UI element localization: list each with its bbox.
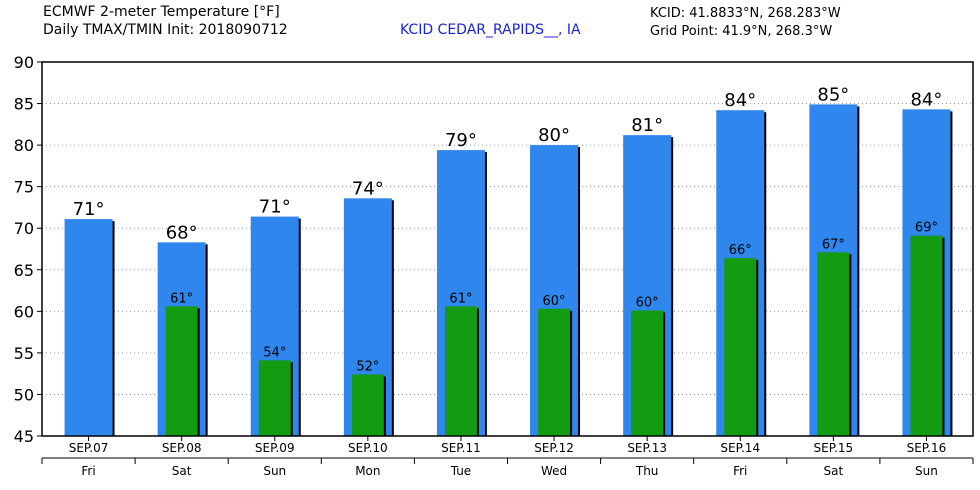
tmax-label: 80°: [538, 125, 570, 146]
tmin-label: 67°: [822, 237, 845, 252]
tmax-label: 79°: [445, 130, 477, 151]
y-tick-label: 70: [14, 219, 34, 238]
tmin-bar: [444, 306, 477, 436]
y-tick-label: 65: [14, 261, 34, 280]
tmax-label: 68°: [166, 222, 198, 243]
tmin-label: 60°: [543, 294, 566, 309]
x-day-label: Sun: [263, 464, 286, 478]
tmin-bar: [817, 252, 850, 436]
tmin-bar: [538, 308, 571, 436]
tmin-bar: [910, 235, 943, 436]
tmin-label: 54°: [263, 345, 286, 360]
y-tick-label: 90: [14, 53, 34, 72]
tmin-label: 61°: [449, 291, 472, 306]
y-tick-label: 55: [14, 344, 34, 363]
tmin-bar: [351, 374, 384, 436]
y-tick-label: 75: [14, 178, 34, 197]
x-day-label: Sat: [172, 464, 192, 478]
x-date-label: SEP.13: [627, 441, 667, 455]
x-date-label: SEP.07: [69, 441, 109, 455]
tmax-label: 85°: [817, 84, 849, 105]
tmin-bar: [724, 258, 757, 436]
x-day-label: Thu: [635, 464, 659, 478]
x-day-label: Sat: [824, 464, 844, 478]
y-tick-label: 80: [14, 136, 34, 155]
grid-point-coordinates: Grid Point: 41.9°N, 268.3°W: [650, 24, 833, 39]
x-day-label: Mon: [355, 464, 380, 478]
x-date-label: SEP.09: [255, 441, 295, 455]
x-date-label: SEP.12: [534, 441, 574, 455]
tmax-label: 71°: [259, 197, 291, 218]
x-date-label: SEP.14: [720, 441, 760, 455]
x-day-label: Sun: [915, 464, 938, 478]
tmin-bar: [631, 310, 664, 436]
tmin-label: 60°: [636, 296, 659, 311]
x-day-label: Fri: [81, 464, 95, 478]
chart-title: ECMWF 2-meter Temperature [°F]: [43, 4, 280, 20]
tmin-label: 69°: [915, 221, 938, 236]
axes: 45 50 55 60 65 70 75 80 85 90 SEP.07 Fri SEP.08 Sat SE…: [14, 53, 974, 478]
y-tick-label: 45: [14, 427, 34, 446]
tmin-bar: [258, 360, 291, 436]
plot-frame: [41, 61, 974, 437]
tmax-label: 84°: [910, 89, 942, 110]
data-labels: 71° 68° 61° 71° 54° 74° 52° 79° 61° 80° 60° 81° 60° 8…: [73, 84, 943, 374]
station-label: KCID CEDAR_RAPIDS__, IA: [400, 22, 581, 38]
y-tick-label: 50: [14, 385, 34, 404]
chart-subtitle: Daily TMAX/TMIN Init: 2018090712: [43, 22, 288, 38]
tmax-label: 84°: [724, 90, 756, 111]
station-coordinates: KCID: 41.8833°N, 268.283°W: [650, 6, 841, 21]
tmin-label: 61°: [170, 291, 193, 306]
x-date-label: SEP.16: [907, 441, 947, 455]
bars: [64, 104, 953, 437]
tmax-bar: [64, 219, 113, 436]
tmin-label: 66°: [729, 243, 752, 258]
x-day-label: Fri: [733, 464, 747, 478]
y-tick-label: 60: [14, 302, 34, 321]
y-tick-label: 85: [14, 95, 34, 114]
x-day-label: Tue: [450, 464, 472, 478]
tmin-bar: [165, 306, 198, 436]
tmax-label: 74°: [352, 178, 384, 199]
tmax-label: 81°: [631, 115, 663, 136]
x-date-label: SEP.15: [814, 441, 854, 455]
x-day-label: Wed: [541, 464, 567, 478]
tmin-label: 52°: [356, 359, 379, 374]
x-date-label: SEP.10: [348, 441, 388, 455]
x-date-label: SEP.11: [441, 441, 481, 455]
tmax-label: 71°: [73, 199, 105, 220]
x-date-label: SEP.08: [162, 441, 202, 455]
